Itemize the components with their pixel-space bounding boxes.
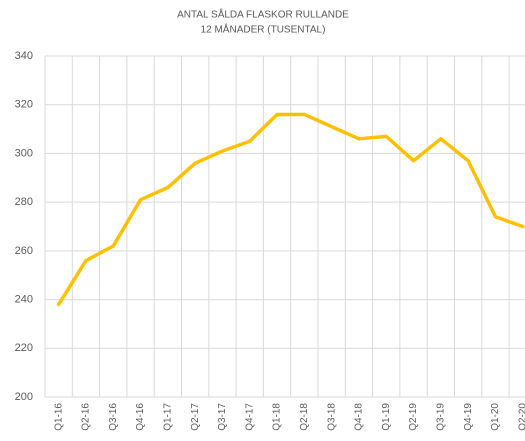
y-tick-label: 340 xyxy=(15,50,33,62)
x-tick-label: Q2-19 xyxy=(408,403,419,431)
x-tick-label: Q3-16 xyxy=(108,403,119,431)
x-tick-label: Q1-19 xyxy=(381,403,392,431)
y-tick-label: 260 xyxy=(15,245,33,257)
x-tick-label: Q3-17 xyxy=(217,403,228,431)
x-tick-label: Q3-19 xyxy=(435,403,446,431)
x-tick-label: Q1-20 xyxy=(490,403,501,431)
x-tick-label: Q1-16 xyxy=(53,403,64,431)
x-tick-label: Q2-20 xyxy=(517,403,525,431)
y-tick-label: 280 xyxy=(15,196,33,208)
y-tick-label: 220 xyxy=(15,342,33,354)
y-tick-label: 320 xyxy=(15,99,33,111)
x-tick-label: Q4-16 xyxy=(135,403,146,431)
chart-subtitle: 12 MÅNADER (TUSENTAL) xyxy=(201,23,326,36)
chart-title: ANTAL SÅLDA FLASKOR RULLANDE xyxy=(177,8,349,21)
x-tick-label: Q2-16 xyxy=(81,403,92,431)
x-tick-label: Q4-18 xyxy=(354,403,365,431)
y-tick-label: 240 xyxy=(15,293,33,305)
x-tick-label: Q3-18 xyxy=(326,403,337,431)
x-tick-label: Q4-19 xyxy=(463,403,474,431)
x-tick-label: Q2-17 xyxy=(190,403,201,431)
x-tick-label: Q1-18 xyxy=(272,403,283,431)
x-tick-label: Q2-18 xyxy=(299,403,310,431)
y-tick-label: 200 xyxy=(15,391,33,403)
x-tick-label: Q4-17 xyxy=(244,403,255,431)
x-tick-label: Q1-17 xyxy=(162,403,173,431)
y-tick-label: 300 xyxy=(15,147,33,159)
line-series xyxy=(56,112,525,307)
